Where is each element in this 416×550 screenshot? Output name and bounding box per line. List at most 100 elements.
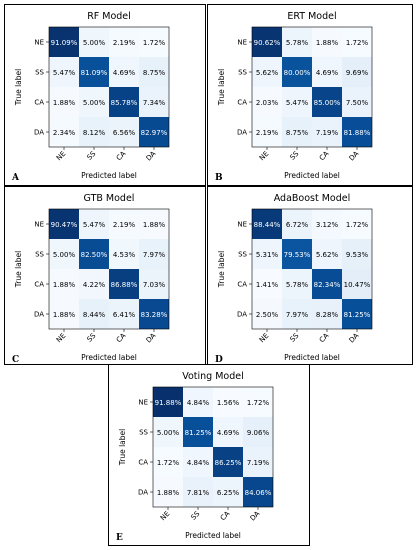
x-tick-label: CA [318,332,331,345]
x-tick-label: NE [258,150,270,162]
x-tick-label: SS [288,331,300,343]
cell-value: 6.41% [113,311,136,319]
matrix-cell [49,27,79,57]
panel-letter: E [116,533,123,543]
matrix-cell [213,477,243,507]
cell-value: 10.47% [344,281,371,289]
matrix-cell [312,269,342,299]
y-tick-label: DA [237,311,247,319]
matrix-cell [243,477,273,507]
y-tick-label: CA [34,99,44,107]
matrix-cell [342,269,372,299]
cell-value: 85.00% [314,99,341,107]
cell-value: 2.50% [256,311,279,319]
matrix-frame [48,26,170,148]
x-tick-label: DA [348,150,361,163]
x-tick-label: DA [249,510,262,523]
y-tick-label: CA [138,459,148,467]
cell-value: 5.78% [286,281,309,289]
cell-value: 8.12% [83,129,106,137]
y-tick-label: NE [237,39,247,47]
matrix-cell [79,57,109,87]
cell-value: 5.47% [83,221,106,229]
matrix-cell [79,27,109,57]
gtb-confusion-matrix: GTB Model 90.47% 5.47% 2.19% 1.88% 5.00% 82.50… [12,193,170,364]
x-tick-label: SS [85,331,97,343]
voting-confusion-matrix: Voting Model 91.88% 4.84% 1.56% 1.72% 5.00% 81… [116,371,274,543]
matrix-cell [312,27,342,57]
cell-value: 3.12% [316,221,339,229]
x-tick-label: DA [348,332,361,345]
cell-value: 81.25% [344,311,371,319]
matrix-cell [109,117,139,147]
y-tick-label: CA [237,281,247,289]
cell-value: 5.47% [53,69,76,77]
matrix-cell [312,57,342,87]
x-tick-label: SS [189,509,201,521]
x-tick-label: SS [85,149,97,161]
cell-value: 4.53% [113,251,136,259]
cell-value: 5.62% [256,69,279,77]
adaboost-confusion-matrix: AdaBoost Model 88.44% 6.72% 3.12% 1.72% 5.31%… [215,193,373,364]
cell-value: 9.69% [346,69,369,77]
matrix-cell [342,209,372,239]
panel-gtb: GTB Model 90.47% 5.47% 2.19% 1.88% 5.00% 82.50… [4,186,206,365]
matrix-cell [153,387,183,417]
x-tick-label: DA [145,332,158,345]
matrix-cell [213,447,243,477]
cell-value: 7.19% [247,459,270,467]
y-tick-label: CA [34,281,44,289]
x-axis-label: Predicted label [81,353,137,362]
cell-value: 1.88% [316,39,339,47]
cell-value: 5.31% [256,251,279,259]
cell-value: 6.56% [113,129,136,137]
panel-adaboost: AdaBoost Model 88.44% 6.72% 3.12% 1.72% 5.31%… [207,186,413,365]
matrix-frame [251,208,373,330]
matrix-cell [79,299,109,329]
y-tick-label: NE [34,221,44,229]
matrix-cell [49,269,79,299]
matrix-cell [252,27,282,57]
matrix-cell [252,209,282,239]
cell-value: 81.09% [81,69,108,77]
panel-voting: Voting Model 91.88% 4.84% 1.56% 1.72% 5.00% 81… [108,364,310,546]
cell-value: 8.75% [286,129,309,137]
matrix-cell [79,209,109,239]
matrix-cell [183,417,213,447]
cell-value: 1.72% [143,39,166,47]
matrix-cell [109,27,139,57]
x-tick-label: DA [145,150,158,163]
matrix-cell [79,87,109,117]
cell-value: 83.28% [141,311,168,319]
matrix-cell [49,209,79,239]
matrix-cell [153,417,183,447]
matrix-cell [49,299,79,329]
chart-title: GTB Model [84,193,135,204]
matrix-cell [252,299,282,329]
cell-value: 5.00% [83,39,106,47]
cell-value: 7.03% [143,281,166,289]
rf-confusion-matrix: RF Model 91.09% 5.00% 2.19% 1.72% 5.47% 81.09%… [11,11,170,183]
x-axis-label: Predicted label [81,171,137,180]
x-tick-label: NE [55,332,67,344]
cell-value: 5.00% [53,251,76,259]
matrix-cell [252,87,282,117]
cell-value: 88.44% [254,221,281,229]
cell-value: 8.75% [143,69,166,77]
matrix-cell [342,239,372,269]
cell-value: 7.50% [346,99,369,107]
cell-value: 1.72% [247,399,270,407]
cell-value: 1.56% [217,399,240,407]
cell-value: 7.34% [143,99,166,107]
matrix-cell [109,57,139,87]
y-tick-label: NE [34,39,44,47]
y-tick-label: SS [238,251,247,259]
matrix-cell [183,447,213,477]
x-tick-label: NE [258,332,270,344]
matrix-cell [79,117,109,147]
matrix-cell [139,209,169,239]
cell-value: 81.88% [344,129,371,137]
matrix-cell [139,57,169,87]
matrix-frame [48,208,170,330]
matrix-cell [342,87,372,117]
